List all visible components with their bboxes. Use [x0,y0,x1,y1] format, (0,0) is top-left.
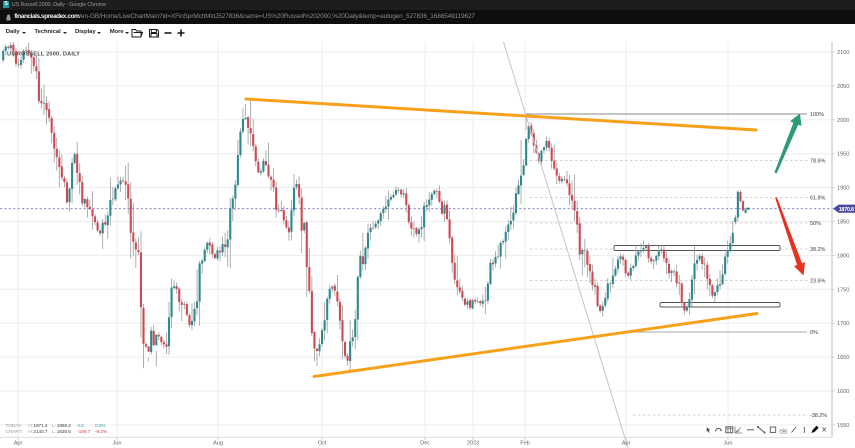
svg-text:-189.7: -189.7 [77,429,90,435]
svg-text:1865.2: 1865.2 [57,423,72,429]
svg-text:TODAY:: TODAY: [6,423,23,429]
svg-text:1870.8: 1870.8 [839,207,854,213]
svg-text:1650: 1650 [837,355,849,361]
svg-text:1550: 1550 [837,423,849,429]
svg-text:61.8%: 61.8% [810,196,825,202]
svg-text:H:: H: [28,423,33,429]
svg-text:Jun: Jun [724,441,733,447]
svg-text:1871.4: 1871.4 [33,423,48,429]
svg-text:2140.7: 2140.7 [33,429,48,435]
svg-text:2023: 2023 [467,441,479,447]
svg-text:1950: 1950 [837,152,849,158]
svg-text:1900: 1900 [837,186,849,192]
svg-text:38.2%: 38.2% [810,247,825,253]
svg-text:US RUSSELL 2000, DAILY: US RUSSELL 2000, DAILY [7,52,80,58]
svg-text:2000: 2000 [837,118,849,124]
svg-text:2050: 2050 [837,84,849,90]
svg-text:Oct: Oct [318,441,327,447]
svg-text:100%: 100% [810,112,824,118]
svg-text:1630.5: 1630.5 [57,429,72,435]
svg-text:0.2%: 0.2% [95,423,106,429]
svg-text:1700: 1700 [837,321,849,327]
svg-text:1800: 1800 [837,253,849,259]
svg-text:H:: H: [28,429,33,435]
svg-text:Dec: Dec [420,441,430,447]
svg-text:-9.2%: -9.2% [95,429,108,435]
svg-text:Apr: Apr [14,441,23,447]
svg-text:Aug: Aug [213,441,223,447]
svg-text:1850: 1850 [837,220,849,226]
svg-text:L:: L: [52,429,56,435]
svg-text:Feb: Feb [520,441,530,447]
svg-text:2100: 2100 [837,50,849,56]
svg-text:0%: 0% [810,330,818,336]
svg-text:4.0: 4.0 [77,423,84,429]
svg-text:1750: 1750 [837,287,849,293]
svg-text:CHART:: CHART: [6,429,23,435]
svg-text:Jun: Jun [113,441,122,447]
svg-text:23.6%: 23.6% [810,279,825,285]
svg-text:L:: L: [52,423,56,429]
svg-text:50%: 50% [810,221,821,227]
svg-text:78.6%: 78.6% [810,159,825,165]
svg-text:-38.2%: -38.2% [810,413,827,419]
svg-text:Apr: Apr [622,441,631,447]
svg-text:Abc: Abc [780,428,789,433]
svg-text:1600: 1600 [837,389,849,395]
